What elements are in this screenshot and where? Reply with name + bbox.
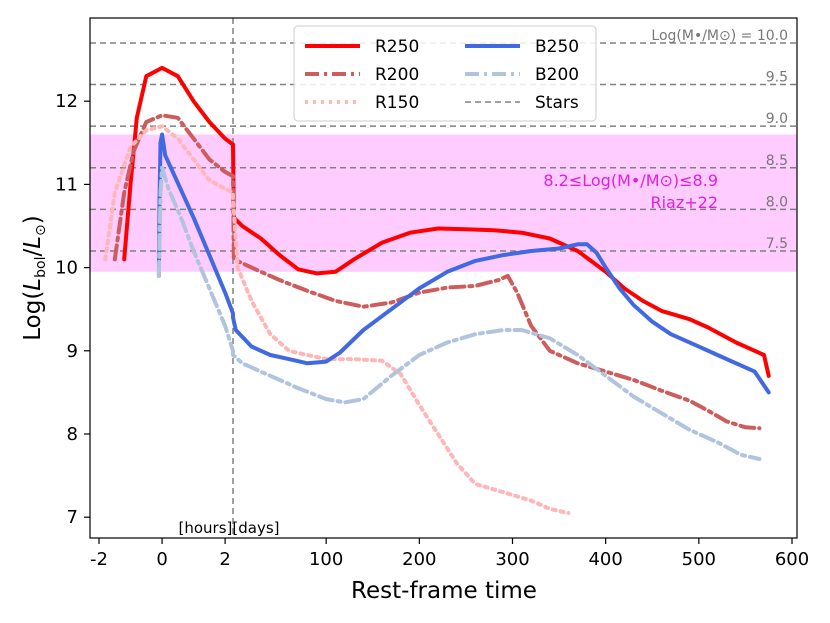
x-axis-ticks: -2 0 2 100 200 300 400 500 600 [90, 538, 809, 570]
series-r250 [122, 65, 771, 378]
hours-days-label: [hours][days] [179, 519, 280, 537]
star-line-label: 7.5 [766, 236, 788, 252]
legend-label-stars: Stars [535, 93, 579, 113]
band-text-2: Riaz+22 [650, 193, 718, 212]
y-tick-label: 9 [67, 341, 78, 362]
series-lines [103, 65, 771, 515]
y-tick-label: 12 [55, 91, 78, 112]
x-tick-label: 0 [156, 549, 167, 570]
legend-frame [293, 25, 597, 122]
x-tick-label: 300 [495, 549, 529, 570]
legend-label-b200: B200 [535, 65, 579, 85]
x-tick-label: 500 [682, 549, 716, 570]
legend-label-r150: R150 [375, 93, 419, 113]
star-line-label: 8.5 [766, 153, 788, 169]
series-r200 [112, 113, 762, 431]
y-axis-title: Log(Lbol/L⊙) [20, 215, 49, 341]
star-line-label: 9.0 [766, 111, 788, 127]
x-tick-label: 600 [775, 549, 809, 570]
x-tick-label: 400 [588, 549, 622, 570]
y-axis-ticks: 7 8 9 10 11 12 [55, 91, 90, 528]
x-tick-label: -2 [90, 549, 108, 570]
y-tick-label: 7 [67, 507, 78, 528]
plot-frame [89, 17, 798, 539]
legend-label-b250: B250 [535, 37, 579, 57]
x-axis-title: Rest-frame time [351, 578, 537, 604]
x-tick-label: 200 [402, 549, 436, 570]
legend-label-r250: R250 [375, 37, 419, 57]
legend-label-r200: R200 [375, 65, 419, 85]
star-line-label: Log(M•/M⊙) = 10.0 [651, 28, 788, 44]
x-tick-label: 2 [219, 549, 230, 570]
y-tick-label: 11 [55, 174, 78, 195]
star-line-label: 8.0 [766, 194, 788, 210]
y-tick-label: 10 [55, 258, 78, 279]
band-text-1: 8.2≤Log(M•/M⊙)≤8.9 [543, 171, 718, 190]
legend: R250 B250 R200 B200 R150 Stars [293, 25, 597, 122]
series-r150 [103, 124, 571, 515]
x-tick-label: 100 [309, 549, 343, 570]
series-b250 [156, 132, 771, 395]
series-b200 [156, 165, 762, 461]
y-tick-label: 8 [67, 424, 78, 445]
star-line-label: 9.5 [766, 70, 788, 86]
